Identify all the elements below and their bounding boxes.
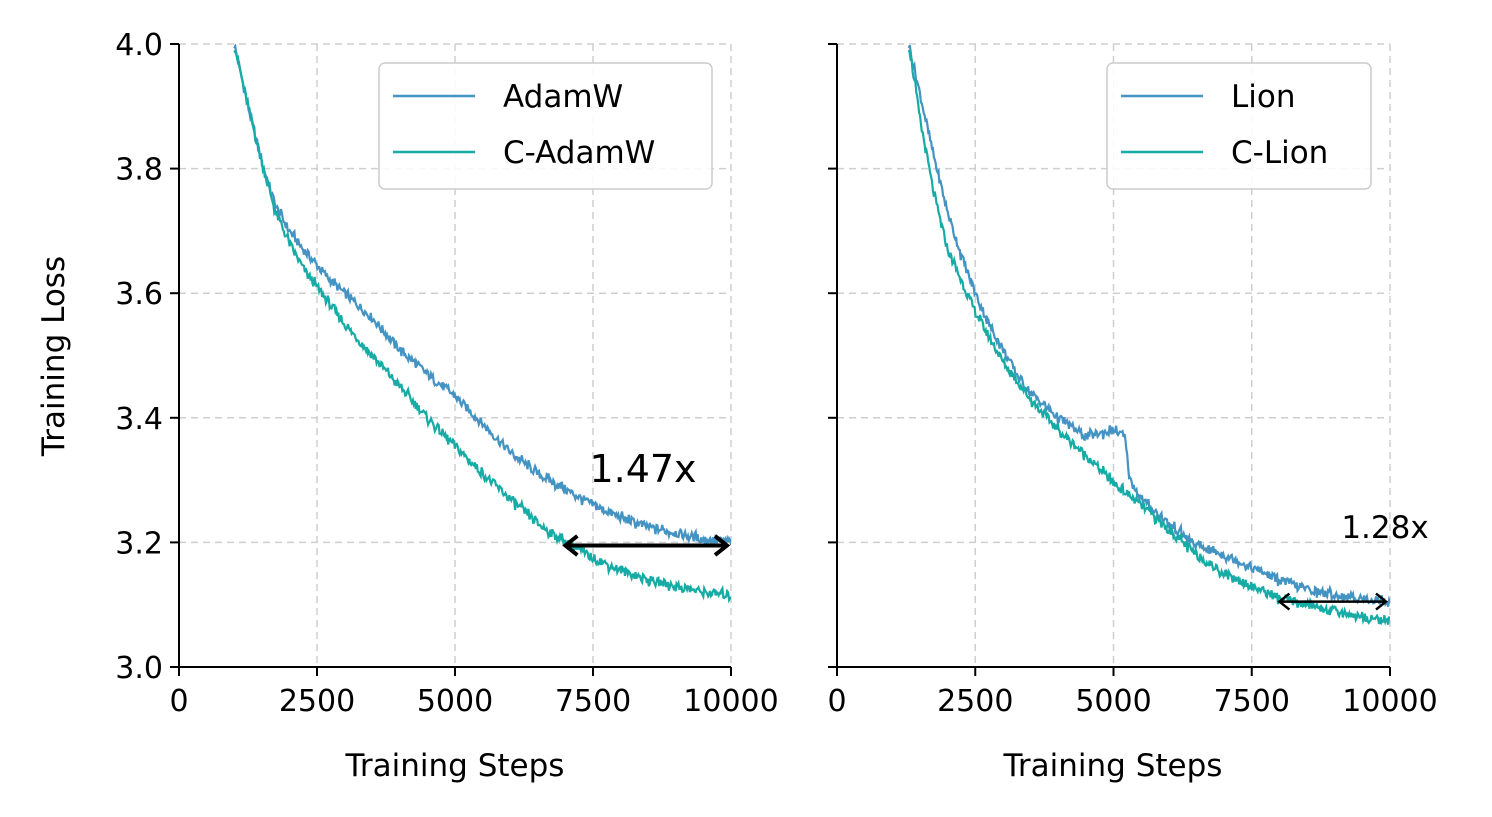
legend-label-lion: Lion — [1231, 79, 1296, 115]
speedup-arrowhead-right — [1375, 592, 1389, 611]
ticks: 0 2500 5000 7500 10000 — [827, 43, 1438, 719]
legend-label-c-lion: C-Lion — [1231, 135, 1328, 171]
legend-label-c-adamw: C-AdamW — [503, 135, 655, 171]
x-tick-label: 10000 — [683, 684, 778, 719]
y-tick-label: 3.6 — [115, 277, 163, 312]
y-tick-label: 3.2 — [115, 526, 163, 561]
speedup-arrowhead-right — [713, 534, 731, 557]
x-tick-label: 0 — [827, 684, 846, 719]
y-axis-label: Training Loss — [36, 256, 72, 457]
x-axis-label: Training Steps — [1003, 748, 1223, 784]
speedup-label: 1.28x — [1341, 510, 1428, 546]
x-axis-label: Training Steps — [345, 748, 565, 784]
series-line-adamw — [233, 44, 731, 548]
speedup-annotation: 1.28x — [1277, 510, 1429, 611]
speedup-arrowhead-left — [1277, 592, 1291, 611]
legend-label-adamw: AdamW — [503, 79, 623, 115]
x-tick-label: 0 — [169, 684, 188, 719]
series-lines — [233, 44, 731, 604]
speedup-label: 1.47x — [589, 447, 696, 491]
x-tick-label: 2500 — [279, 684, 355, 719]
series-line-c-lion — [907, 49, 1390, 626]
x-tick-label: 7500 — [555, 684, 631, 719]
legend-box — [378, 62, 713, 190]
series-line-c-adamw — [233, 49, 731, 604]
legend: AdamW C-AdamW — [378, 62, 713, 190]
y-tick-label: 3.4 — [115, 402, 163, 437]
x-tick-label: 7500 — [1214, 684, 1290, 719]
speedup-arrowhead-left — [562, 534, 579, 557]
speedup-annotation: 1.47x — [562, 447, 731, 557]
ticks: 0 2500 5000 7500 10000 3.0 3.2 3.4 3.6 3.8 4.0 — [115, 28, 778, 719]
x-tick-label: 5000 — [1075, 684, 1151, 719]
x-tick-label: 5000 — [417, 684, 493, 719]
legend-box — [1106, 62, 1372, 190]
y-tick-label: 3.8 — [115, 153, 163, 188]
series-lines — [907, 44, 1390, 626]
x-tick-label: 2500 — [937, 684, 1013, 719]
legend: Lion C-Lion — [1106, 62, 1372, 190]
y-tick-label: 3.0 — [115, 651, 163, 686]
x-tick-label: 10000 — [1342, 684, 1437, 719]
lion-panel: 0 2500 5000 7500 10000 Training Steps Lion C… — [827, 43, 1438, 784]
y-tick-label: 4.0 — [115, 28, 163, 63]
adamw-panel: 0 2500 5000 7500 10000 3.0 3.2 3.4 3.6 3.8 4.0 Tra… — [36, 28, 779, 784]
